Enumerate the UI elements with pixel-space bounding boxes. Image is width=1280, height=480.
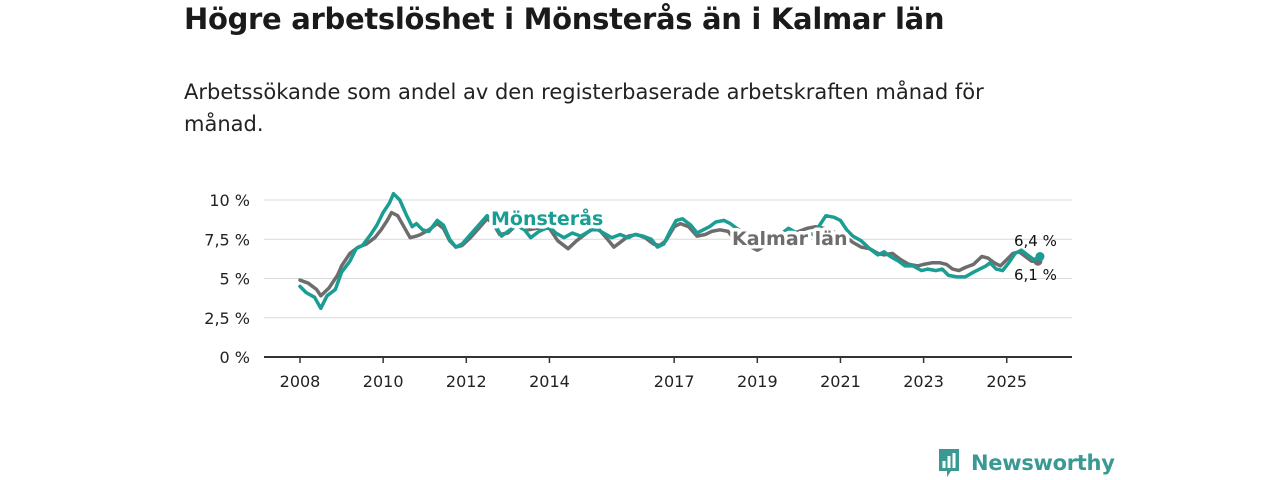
x-axis-ticks: 2008 2010 2012 2014 2017 2019 2021 2023 2025: [264, 356, 1072, 391]
bar-chart-logo-icon: [939, 449, 959, 477]
x-tick-label: 2010: [363, 372, 404, 391]
chart-subtitle: Arbetssökande som andel av den registerb…: [184, 80, 984, 136]
series-line-monsteras: [298, 191, 1042, 311]
y-tick-label: 0 %: [220, 348, 250, 367]
x-tick-label: 2017: [654, 372, 695, 391]
x-tick-label: 2012: [446, 372, 487, 391]
x-tick-label: 2008: [280, 372, 321, 391]
chart-title: Högre arbetslöshet i Mönsterås än i Kalm…: [184, 2, 945, 36]
y-axis-ticks: 0 % 2,5 % 5 % 7,5 % 10 %: [204, 191, 250, 367]
series-labels: Mönsterås Kalmar län 6,4 % 6,1 %: [488, 203, 1057, 285]
end-value-label: 6,4 %: [1014, 232, 1057, 250]
x-tick-label: 2019: [737, 372, 778, 391]
end-value-label: 6,1 %: [1014, 266, 1057, 284]
series-lines: [298, 191, 1045, 311]
y-tick-label: 10 %: [209, 191, 250, 210]
x-tick-label: 2023: [903, 372, 944, 391]
x-tick-label: 2021: [820, 372, 861, 391]
series-label-kalmar-lan: Kalmar län: [732, 228, 848, 250]
y-tick-label: 7,5 %: [204, 230, 250, 249]
series-end-point: [1035, 252, 1045, 262]
brand-logo[interactable]: Newsworthy: [937, 448, 1115, 478]
series-label-monsteras: Mönsterås: [491, 206, 603, 230]
x-tick-label: 2014: [529, 372, 570, 391]
brand-name: Newsworthy: [971, 451, 1115, 475]
x-tick-label: 2025: [986, 372, 1027, 391]
y-tick-label: 2,5 %: [204, 309, 250, 328]
y-tick-label: 5 %: [220, 270, 250, 289]
gridlines: [264, 199, 1072, 319]
